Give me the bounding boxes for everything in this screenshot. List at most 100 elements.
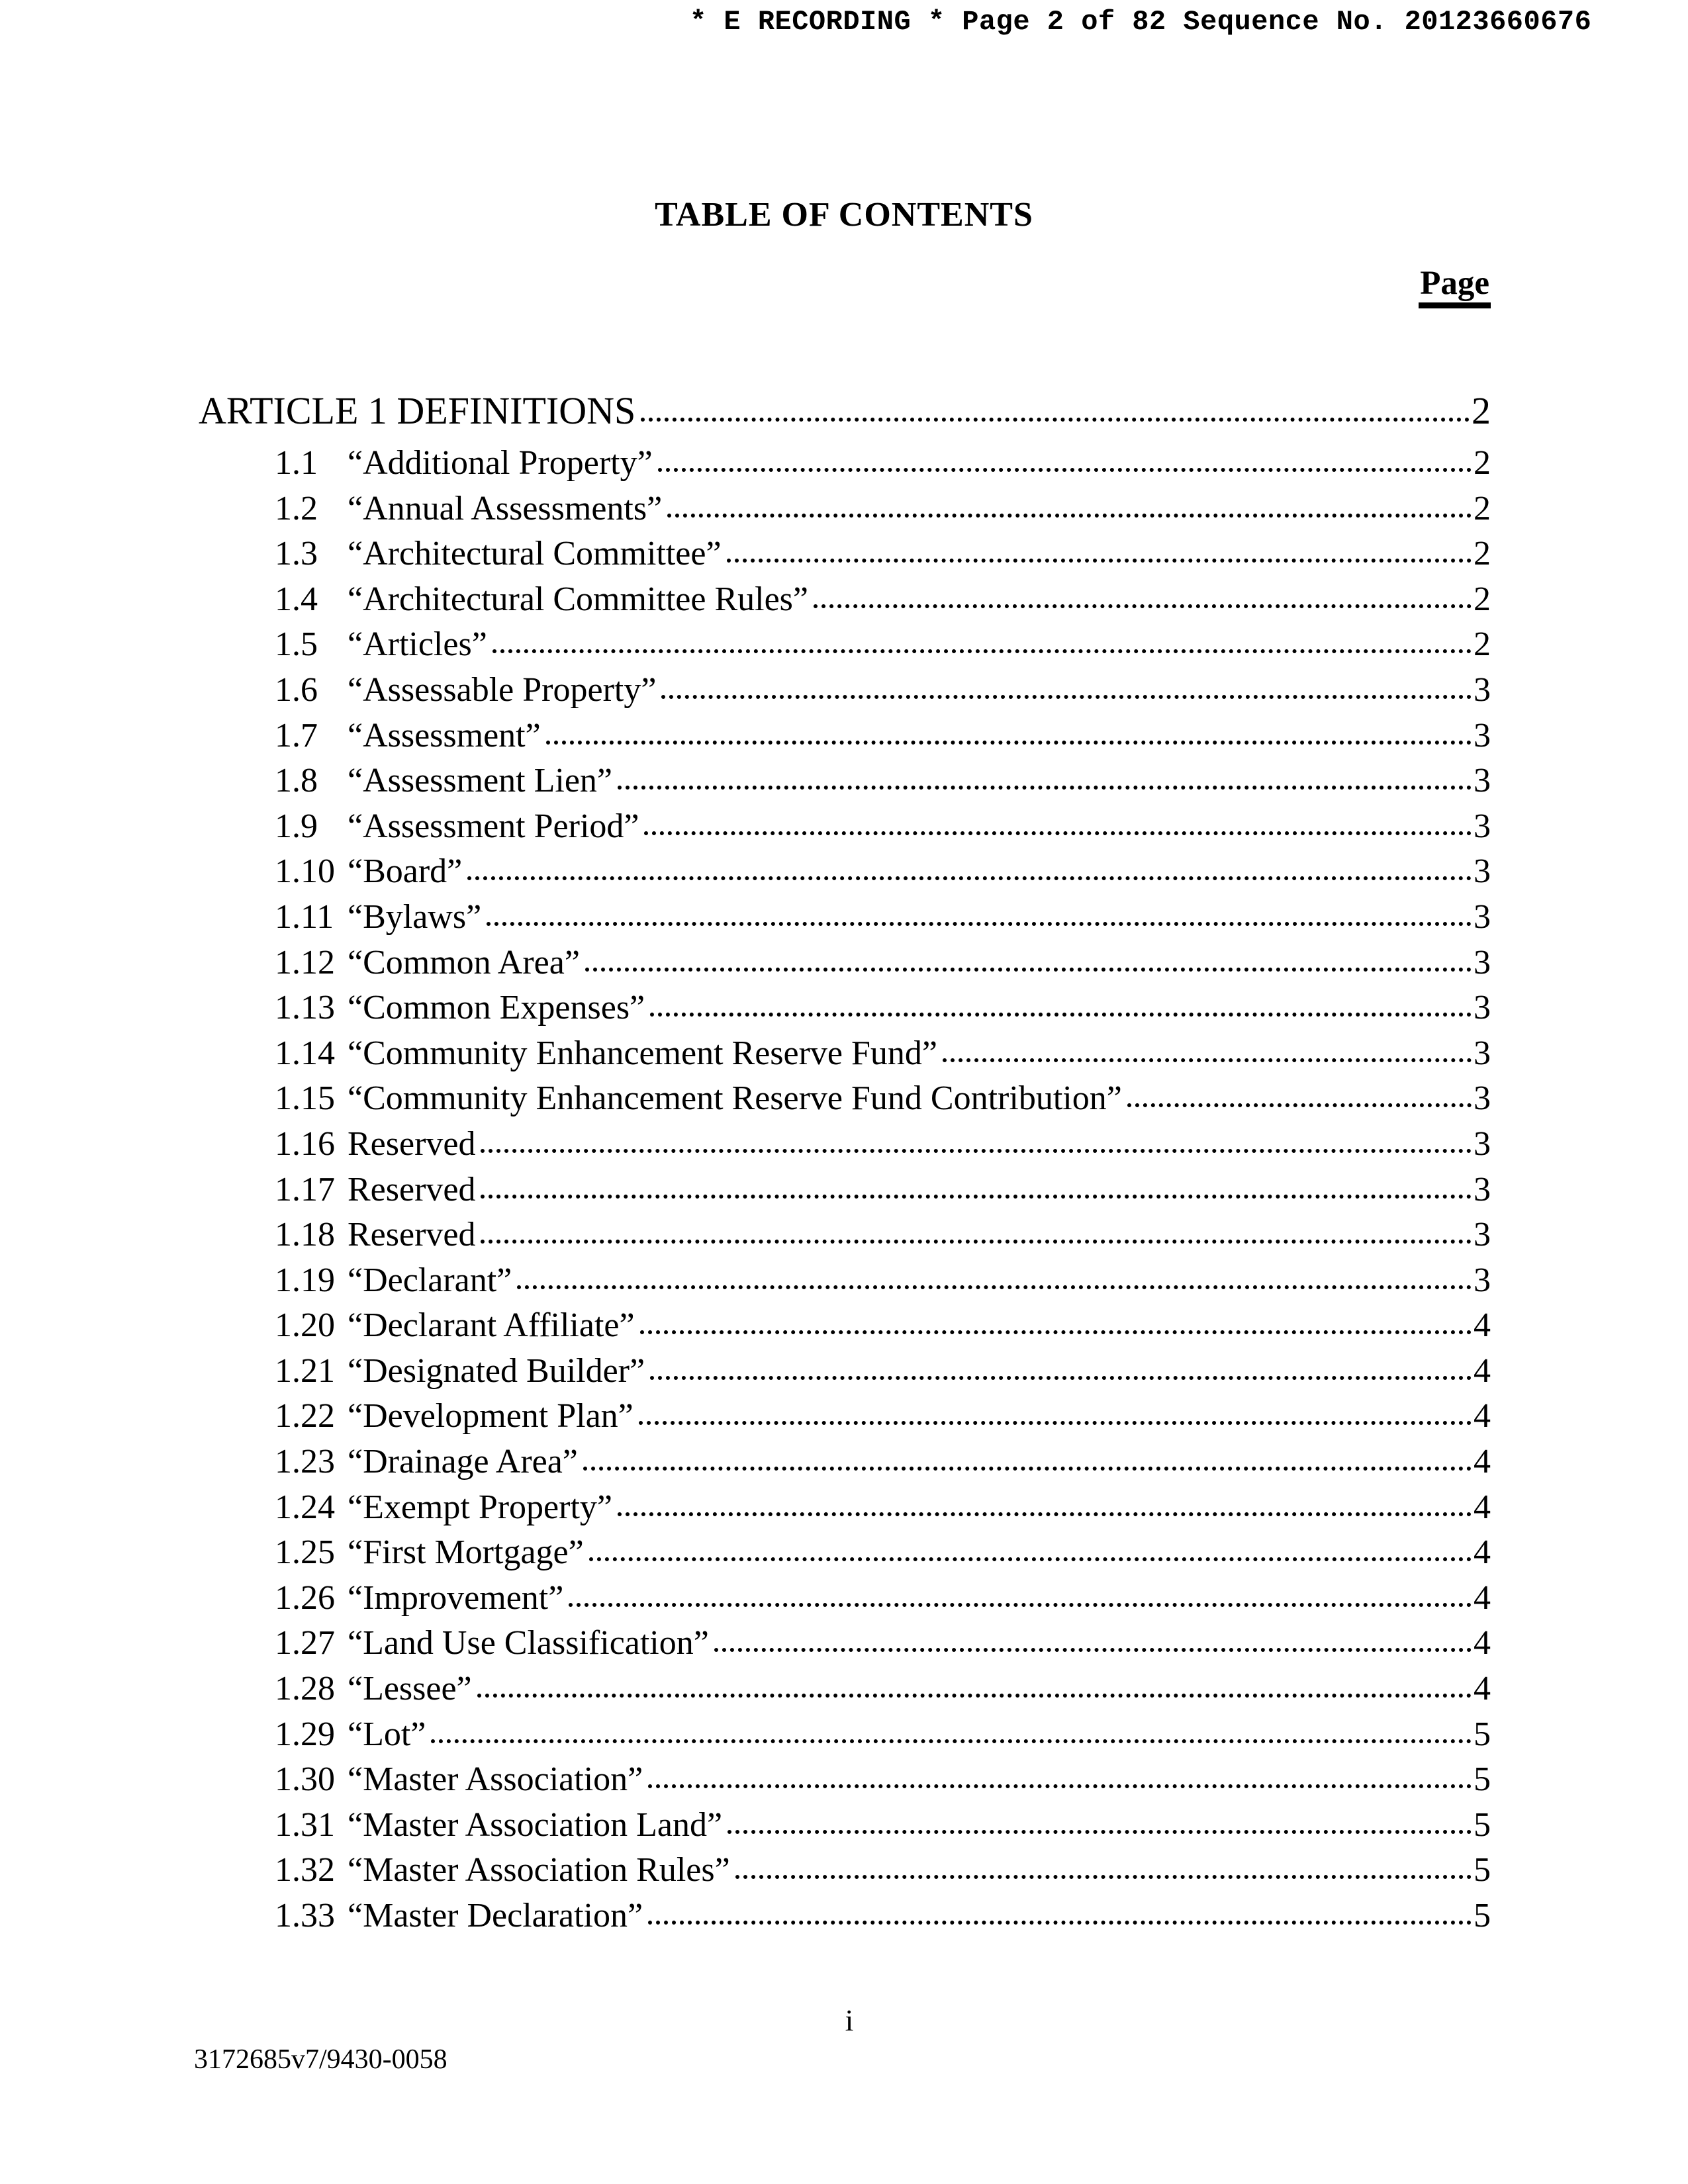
dot-leader <box>657 468 1472 472</box>
section-number: 1.14 <box>275 1034 335 1072</box>
section-page-number: 4 <box>1474 1578 1491 1617</box>
dot-leader <box>644 831 1472 835</box>
dot-leader <box>714 1648 1472 1653</box>
section-title: “Master Association” <box>348 1760 643 1799</box>
toc-row: 1.23 “Drainage Area” 4 <box>199 1442 1491 1488</box>
section-title: “Community Enhancement Reserve Fund Cont… <box>348 1079 1122 1118</box>
section-page-number: 3 <box>1474 807 1491 845</box>
section-number: 1.13 <box>275 989 335 1027</box>
section-page-number: 4 <box>1474 1443 1491 1481</box>
section-page-number: 3 <box>1474 1261 1491 1299</box>
toc-row: 1.8 “Assessment Lien” 3 <box>199 761 1491 807</box>
section-title: “Common Expenses” <box>348 989 645 1027</box>
section-title: “Declarant” <box>348 1261 512 1299</box>
toc-row: 1.16 Reserved 3 <box>199 1124 1491 1170</box>
dot-leader <box>661 694 1472 699</box>
section-number: 1.5 <box>275 625 318 664</box>
section-number: 1.17 <box>275 1170 335 1208</box>
dot-leader <box>726 559 1472 563</box>
section-page-number: 2 <box>1474 444 1491 482</box>
section-page-number: 4 <box>1474 1670 1491 1708</box>
section-number: 1.23 <box>275 1443 335 1481</box>
dot-leader <box>667 513 1472 518</box>
section-title: “Improvement” <box>348 1578 564 1617</box>
section-page-number: 3 <box>1474 716 1491 754</box>
toc-row: 1.29 “Lot” 5 <box>199 1715 1491 1760</box>
toc-row: 1.9 “Assessment Period” 3 <box>199 807 1491 852</box>
section-title: “Common Area” <box>348 943 580 981</box>
section-number: 1.4 <box>275 580 318 618</box>
section-title: “Additional Property” <box>348 444 653 482</box>
page-title: TABLE OF CONTENTS <box>655 196 1033 234</box>
section-title: “Bylaws” <box>348 897 482 936</box>
section-number: 1.33 <box>275 1897 335 1934</box>
toc-row: 1.3 “Architectural Committee” 2 <box>199 534 1491 580</box>
section-page-number: 5 <box>1474 1715 1491 1753</box>
section-number: 1.18 <box>275 1216 335 1254</box>
toc-row: 1.2 “Annual Assessments” 2 <box>199 489 1491 535</box>
section-page-number: 4 <box>1474 1397 1491 1435</box>
toc-article-row: ARTICLE 1 DEFINITIONS 2 <box>199 389 1491 443</box>
section-title: “Assessment Lien” <box>348 762 613 800</box>
section-page-number: 4 <box>1474 1351 1491 1390</box>
section-title: “Architectural Committee” <box>348 535 722 573</box>
section-number: 1.22 <box>275 1397 335 1435</box>
section-title: “Master Declaration” <box>348 1897 643 1934</box>
section-title: Reserved <box>348 1124 476 1163</box>
section-page-number: 4 <box>1474 1533 1491 1572</box>
toc-row: 1.20 “Declarant Affiliate” 4 <box>199 1306 1491 1351</box>
toc-row: 1.5 “Articles” 2 <box>199 625 1491 670</box>
dot-leader <box>517 1285 1472 1289</box>
section-number: 1.25 <box>275 1533 335 1572</box>
toc-row: 1.33 “Master Declaration” 5 <box>199 1896 1491 1942</box>
section-title: “Community Enhancement Reserve Fund” <box>348 1034 938 1072</box>
section-number: 1.7 <box>275 716 318 754</box>
section-title: “Annual Assessments” <box>348 489 663 527</box>
section-title: “Master Association Land” <box>348 1805 723 1844</box>
section-number: 1.20 <box>275 1306 335 1345</box>
section-number: 1.12 <box>275 943 335 981</box>
section-title: “Land Use Classification” <box>348 1624 709 1662</box>
e-recording-stamp: * E RECORDING * Page 2 of 82 Sequence No… <box>690 6 1592 38</box>
dot-leader <box>1127 1103 1472 1108</box>
section-title: “Assessment Period” <box>348 807 639 845</box>
toc-row: 1.14 “Community Enhancement Reserve Fund… <box>199 1034 1491 1079</box>
toc-row: 1.24 “Exempt Property” 4 <box>199 1488 1491 1533</box>
toc-row: 1.31 “Master Association Land” 5 <box>199 1805 1491 1851</box>
dot-leader <box>735 1875 1472 1880</box>
section-title: “Architectural Committee Rules” <box>348 580 808 618</box>
dot-leader <box>617 1512 1472 1516</box>
section-page-number: 3 <box>1474 897 1491 936</box>
dot-leader <box>943 1058 1472 1062</box>
section-page-number: 5 <box>1474 1805 1491 1844</box>
dot-leader <box>618 786 1472 790</box>
toc-row: 1.7 “Assessment” 3 <box>199 716 1491 762</box>
section-title: Reserved <box>348 1216 476 1254</box>
section-title: “Declarant Affiliate” <box>348 1306 635 1345</box>
section-number: 1.9 <box>275 807 318 845</box>
footer-document-number: 3172685v7/9430-0058 <box>194 2044 447 2075</box>
article-label: ARTICLE 1 DEFINITIONS <box>199 389 636 432</box>
dot-leader <box>569 1602 1472 1607</box>
toc-row: 1.15 “Community Enhancement Reserve Fund… <box>199 1079 1491 1124</box>
dot-leader <box>481 1240 1472 1244</box>
dot-leader <box>431 1739 1472 1743</box>
section-title: “Board” <box>348 852 463 891</box>
toc-row: 1.10 “Board” 3 <box>199 852 1491 897</box>
section-title: “First Mortgage” <box>348 1533 584 1572</box>
section-title: “Development Plan” <box>348 1397 633 1435</box>
dot-leader <box>641 418 1470 422</box>
section-page-number: 5 <box>1474 1897 1491 1934</box>
section-page-number: 3 <box>1474 670 1491 709</box>
section-title: “Assessment” <box>348 716 541 754</box>
section-page-number: 2 <box>1474 489 1491 527</box>
section-number: 1.10 <box>275 852 335 891</box>
dot-leader <box>585 967 1472 972</box>
toc-row: 1.27 “Land Use Classification” 4 <box>199 1623 1491 1669</box>
section-number: 1.28 <box>275 1670 335 1708</box>
toc-row: 1.28 “Lessee” 4 <box>199 1669 1491 1715</box>
toc-row: 1.12 “Common Area” 3 <box>199 943 1491 989</box>
section-title: “Master Association Rules” <box>348 1851 730 1889</box>
section-number: 1.31 <box>275 1805 335 1844</box>
